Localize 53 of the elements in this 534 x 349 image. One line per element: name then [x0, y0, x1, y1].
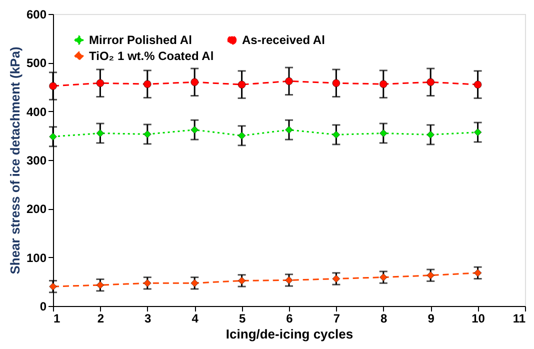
y-tick-label: 300 — [26, 154, 47, 168]
y-tick-label: 500 — [26, 56, 47, 70]
point — [285, 77, 293, 86]
point — [474, 128, 482, 136]
point — [96, 129, 104, 138]
point — [426, 271, 434, 280]
point — [190, 78, 198, 86]
point — [144, 279, 152, 287]
point — [96, 281, 104, 289]
x-axis-title: Icing/de-icing cycles — [226, 326, 354, 342]
point — [144, 130, 152, 138]
point — [190, 126, 198, 134]
point — [380, 273, 388, 282]
x-tick-label: 5 — [238, 312, 246, 326]
point — [474, 80, 482, 88]
point — [96, 79, 104, 87]
point — [332, 274, 340, 283]
legend-label: TiO₂ 1 wt.% Coated Al — [89, 49, 214, 63]
point — [144, 80, 152, 88]
point — [285, 276, 293, 284]
point — [190, 279, 198, 287]
legend-label: Mirror Polished Al — [89, 33, 192, 48]
x-tick-label: 9 — [428, 312, 435, 326]
x-tick-label: 8 — [380, 312, 388, 326]
point — [380, 129, 388, 138]
point — [332, 130, 340, 139]
x-tick-label: 3 — [144, 312, 152, 326]
x-tick-label: 11 — [512, 312, 526, 326]
legend-label: As-received Al — [242, 33, 325, 48]
point — [426, 78, 434, 86]
x-tick-label: 1 — [54, 312, 60, 326]
x-tick-label: 10 — [472, 312, 486, 326]
point — [474, 269, 482, 277]
point — [238, 132, 246, 140]
y-tick-label: 100 — [26, 250, 47, 265]
point — [49, 82, 57, 90]
y-tick-label: 600 — [26, 8, 47, 22]
y-axis-title: Shear stress of ice detachment (kPa) — [7, 46, 22, 274]
point — [238, 80, 246, 88]
point — [49, 132, 57, 140]
y-tick-label: 200 — [26, 202, 47, 216]
point — [380, 80, 388, 88]
x-tick-label: 4 — [192, 312, 199, 326]
y-tick-label: 0 — [40, 300, 47, 314]
x-tick-label: 2 — [97, 312, 104, 326]
x-tick-label: 7 — [333, 312, 340, 326]
point — [285, 126, 293, 134]
y-tick-label: 400 — [26, 104, 47, 119]
point — [238, 276, 246, 285]
point — [49, 282, 57, 290]
point — [332, 79, 340, 87]
x-tick-label: 6 — [286, 312, 294, 326]
point — [426, 130, 434, 139]
